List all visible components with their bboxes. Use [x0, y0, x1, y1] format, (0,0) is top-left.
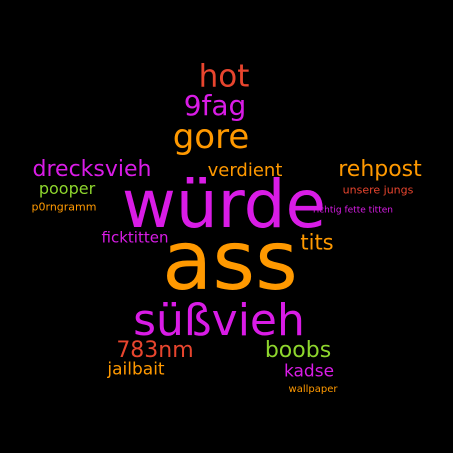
word-kadse: kadse — [283, 361, 335, 382]
word-783nm: 783nm — [116, 338, 194, 363]
word-9fag: 9fag — [183, 89, 247, 122]
word-unsere-jungs: unsere jungs — [342, 183, 414, 197]
word-jailbait: jailbait — [107, 359, 165, 380]
word-ficktitten: ficktitten — [101, 228, 169, 247]
word-hot: hot — [198, 58, 250, 95]
word-suessvieh: süßvieh — [133, 295, 305, 346]
word-boobs: boobs — [264, 338, 332, 363]
word-verdient: verdient — [207, 160, 283, 181]
word-wallpaper: wallpaper — [288, 384, 338, 395]
word-gore: gore — [172, 117, 250, 157]
word-wuerde: würde — [121, 166, 327, 243]
word-richtig-fette-titten: richtig fette titten — [313, 205, 393, 216]
word-p0rngramm: p0rngramm — [31, 200, 97, 214]
word-tits: tits — [300, 230, 334, 255]
word-ass: ass — [162, 214, 298, 309]
word-pooper: pooper — [38, 179, 96, 198]
word-drecksvieh: drecksvieh — [32, 157, 152, 182]
word-rehpost: rehpost — [338, 157, 422, 182]
